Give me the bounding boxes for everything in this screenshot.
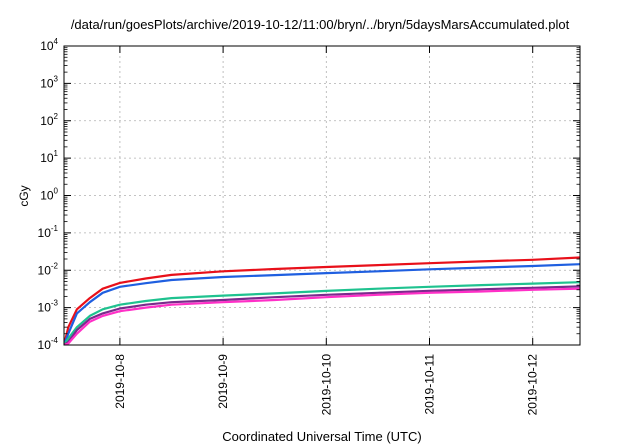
x-tick-label: 2019-10-8 [113, 354, 127, 409]
x-tick-label: 2019-10-11 [423, 354, 437, 415]
y-tick-label: 101 [40, 149, 58, 165]
plot-frame [63, 45, 581, 346]
y-tick-label: 100 [40, 187, 58, 203]
series-line-4 [64, 285, 580, 345]
x-tick-label: 2019-10-10 [319, 354, 333, 416]
series-line-3 [64, 281, 580, 345]
x-tick-label: 2019-10-9 [216, 354, 230, 409]
x-axis-label: Coordinated Universal Time (UTC) [222, 429, 422, 444]
y-tick-label: 10-2 [38, 261, 59, 277]
y-tick-label: 10-3 [38, 299, 59, 315]
y-tick-label: 102 [40, 112, 58, 128]
grid [64, 46, 580, 345]
y-tick-label: 10-4 [38, 336, 59, 352]
y-tick-label: 10-1 [38, 224, 59, 240]
series-line-1 [64, 256, 580, 345]
y-axis-label: cGy [17, 185, 31, 207]
y-tick-label: 104 [40, 37, 58, 53]
tick-labels: 104 103 102 101 100 10-1 10-2 10-3 10-4 2019-10-8… [38, 37, 540, 415]
y-tick-label: 103 [40, 74, 58, 90]
series-line-5 [64, 287, 580, 345]
series-group [64, 256, 580, 345]
series-line-2 [64, 263, 580, 345]
ticks [64, 45, 580, 346]
chart-title: /data/run/goesPlots/archive/2019-10-12/1… [70, 17, 570, 32]
x-tick-label: 2019-10-12 [526, 354, 540, 416]
